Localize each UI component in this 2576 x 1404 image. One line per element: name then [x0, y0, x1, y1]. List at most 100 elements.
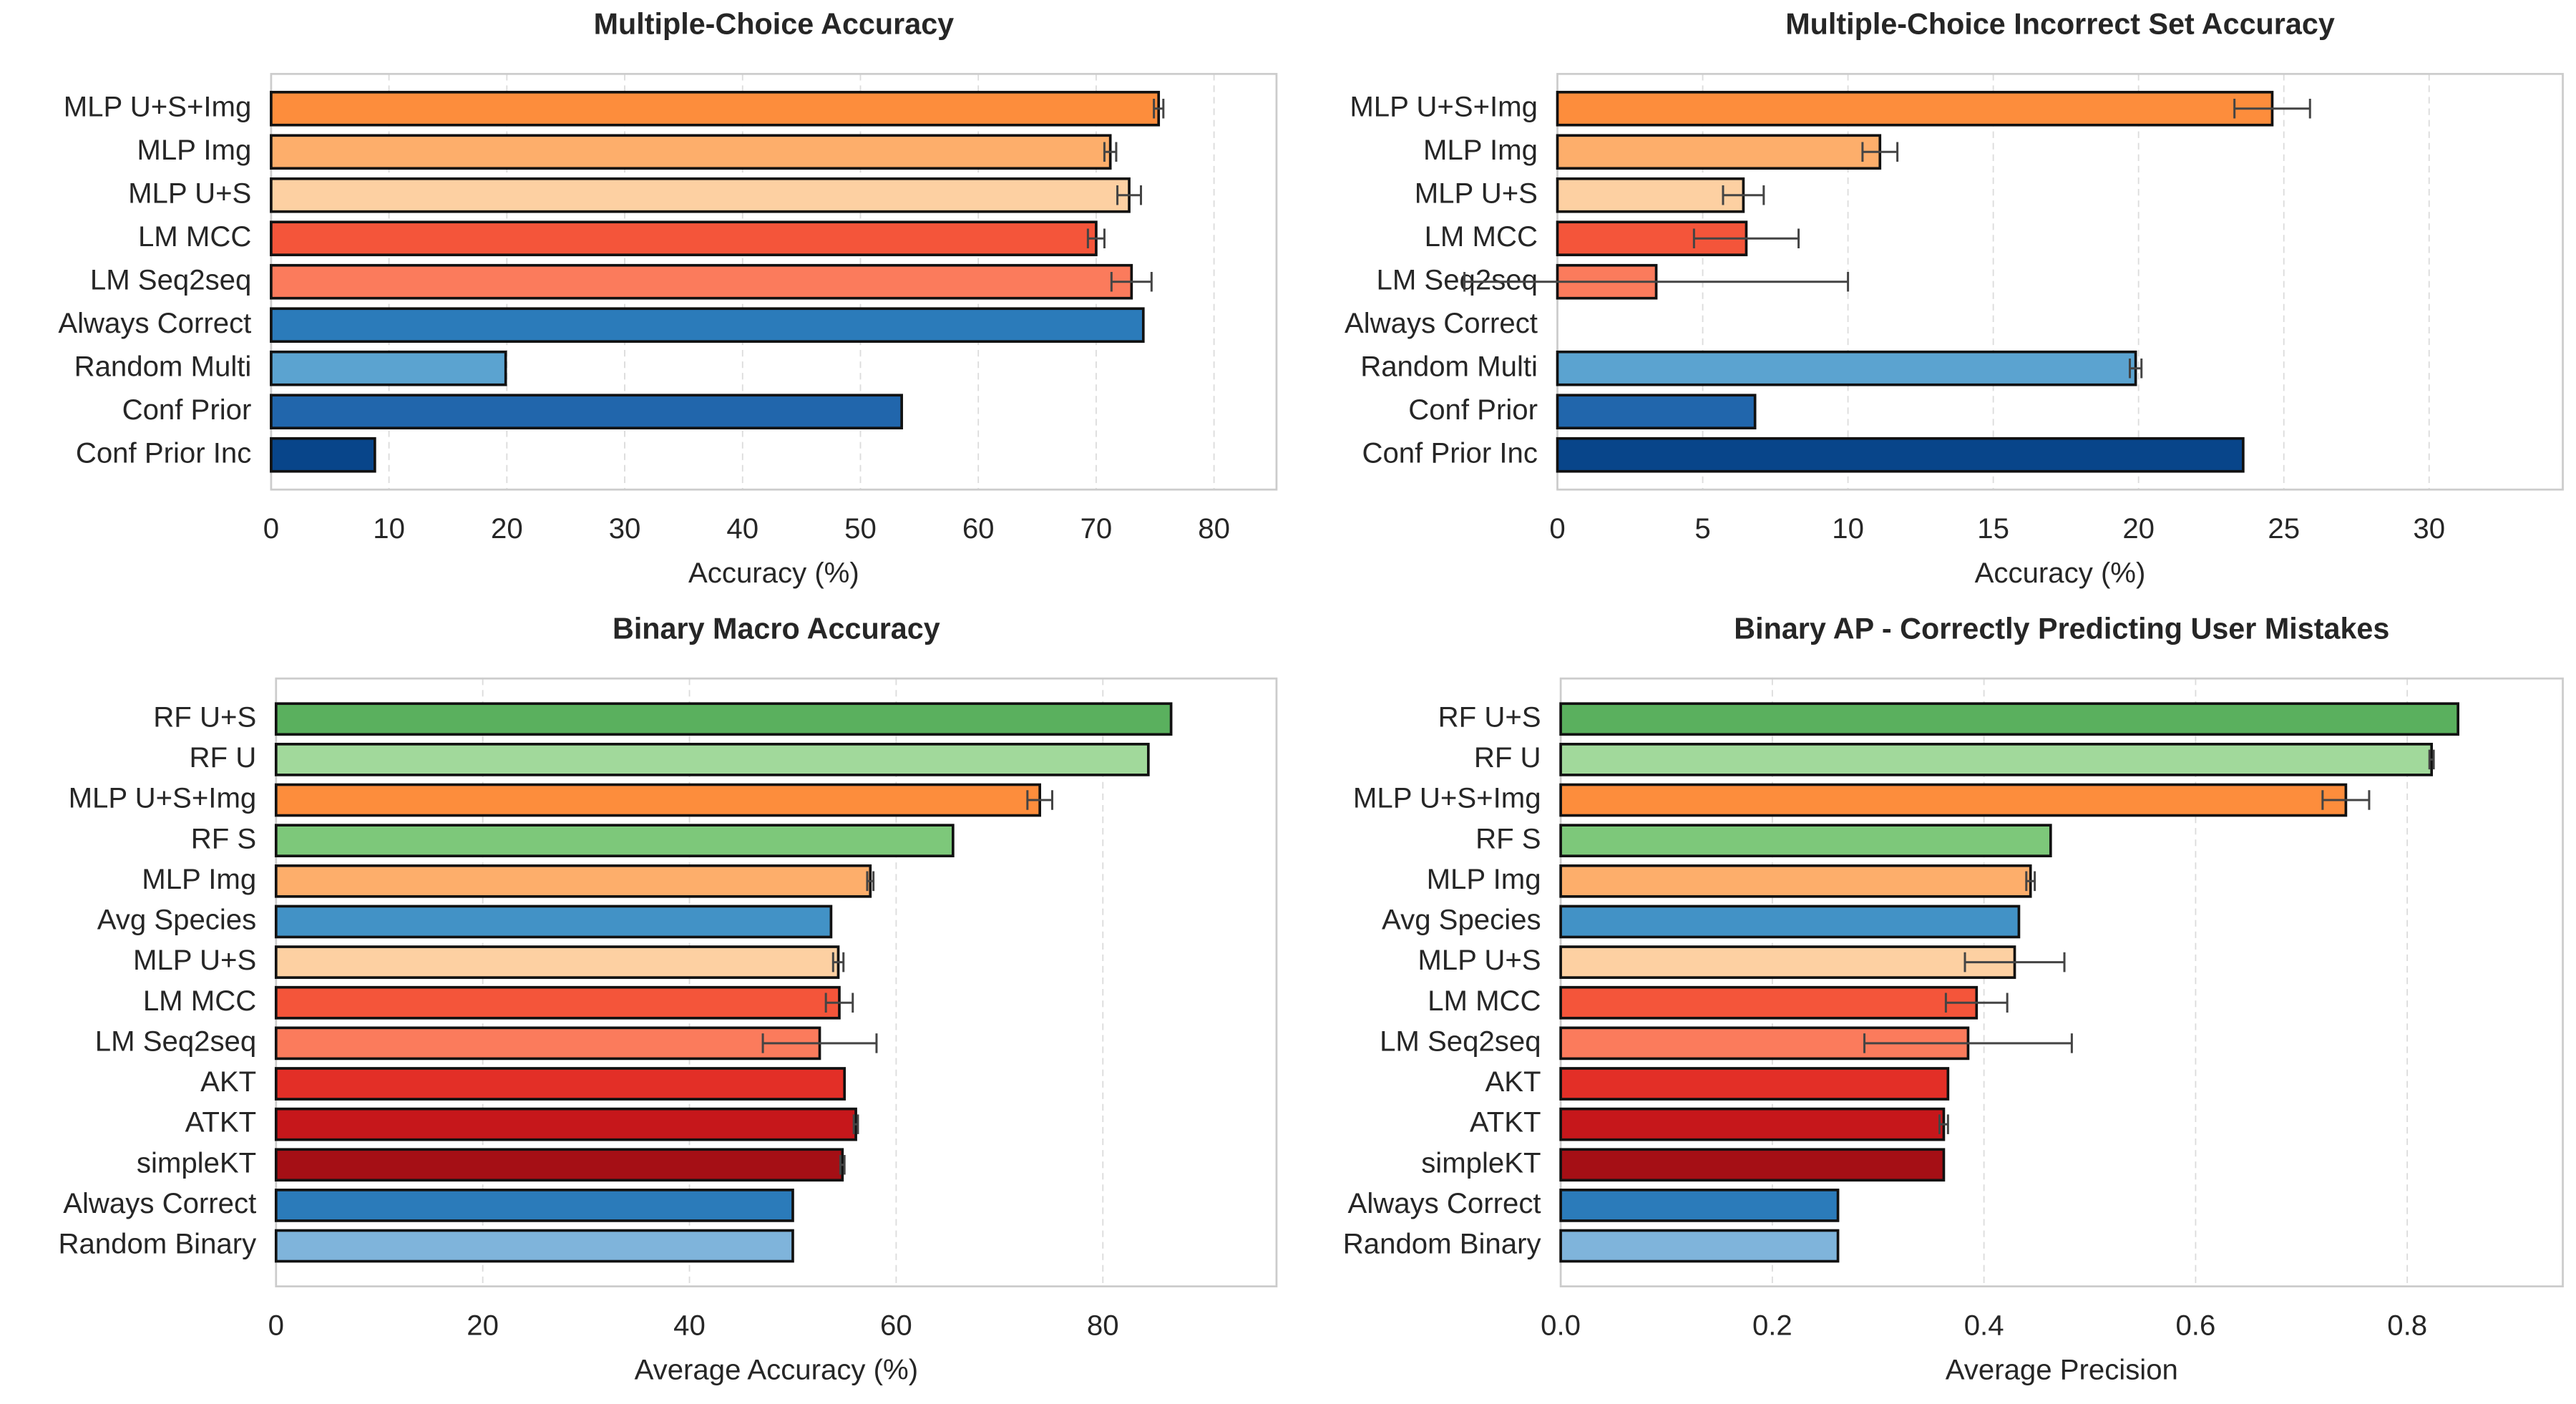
y-tick-label: MLP U+S: [1415, 177, 1538, 209]
bar: [274, 1148, 844, 1182]
error-bar: [1153, 98, 1165, 119]
chart-title: Binary AP - Correctly Predicting User Mi…: [1734, 613, 2389, 645]
x-axis-label: Average Accuracy (%): [635, 1354, 919, 1386]
y-tick-label: MLP U+S+Img: [1350, 90, 1538, 122]
error-bar: [1963, 952, 2066, 972]
y-tick-label: Avg Species: [1382, 904, 1541, 936]
error-bar: [1938, 1114, 1949, 1134]
error-bar: [761, 1033, 878, 1053]
x-tick-label: 80: [1198, 512, 1230, 545]
x-tick-label: 80: [1087, 1310, 1119, 1342]
bar: [1559, 905, 2021, 939]
bar: [270, 263, 1133, 300]
bar: [274, 985, 841, 1020]
plot-frame: [275, 677, 1278, 1287]
x-tick-label: 0.0: [1541, 1310, 1581, 1342]
y-tick-label: simpleKT: [137, 1146, 256, 1179]
bar: [270, 177, 1131, 213]
y-tick-label: MLP U+S: [1418, 944, 1541, 976]
bar: [274, 1067, 847, 1101]
bar: [270, 437, 376, 473]
y-tick-label: LM MCC: [1425, 220, 1538, 253]
y-tick-label: MLP Img: [1427, 863, 1541, 895]
x-tick-label: 20: [491, 512, 523, 545]
x-tick-label: 25: [2268, 512, 2300, 545]
plot-frame: [1559, 677, 2564, 1287]
y-tick-label: MLP Img: [137, 134, 251, 166]
bar: [270, 220, 1098, 257]
y-tick-label: Conf Prior Inc: [76, 437, 252, 469]
bar: [1559, 864, 2032, 898]
y-tick-label: Random Multi: [74, 350, 252, 382]
chart-title: Binary Macro Accuracy: [613, 613, 940, 645]
error-bar: [2321, 790, 2371, 810]
error-bar: [2428, 749, 2435, 770]
y-tick-label: Avg Species: [97, 904, 257, 936]
bar: [274, 864, 872, 898]
bar: [274, 1189, 794, 1222]
x-axis-label: Average Precision: [1946, 1354, 2178, 1386]
y-tick-label: RF S: [1475, 822, 1541, 854]
bar: [1559, 945, 2016, 979]
y-tick-label: LM Seq2seq: [95, 1025, 256, 1057]
y-tick-label: MLP U+S+Img: [69, 782, 257, 814]
y-tick-label: Random Binary: [1343, 1228, 1541, 1260]
bar: [274, 945, 840, 979]
bar: [274, 1026, 821, 1061]
y-tick-label: AKT: [200, 1066, 256, 1098]
bar: [1556, 350, 2137, 386]
bar: [270, 134, 1112, 170]
bar: [1556, 134, 1882, 170]
y-tick-label: Always Correct: [1345, 307, 1538, 339]
error-bar: [866, 871, 875, 892]
error-bar: [1103, 142, 1118, 162]
y-tick-label: ATKT: [185, 1106, 257, 1139]
error-bar: [852, 1114, 859, 1134]
y-tick-label: RF U+S: [153, 701, 256, 733]
x-tick-label: 10: [373, 512, 405, 545]
x-tick-label: 60: [962, 512, 995, 545]
x-tick-label: 0.2: [1752, 1310, 1792, 1342]
y-tick-label: MLP U+S: [128, 177, 251, 209]
x-tick-label: 0.6: [2175, 1310, 2215, 1342]
x-tick-label: 50: [844, 512, 877, 545]
y-tick-label: AKT: [1485, 1066, 1541, 1098]
chart-title: Multiple-Choice Accuracy: [594, 8, 955, 41]
x-tick-label: 0.8: [2387, 1310, 2427, 1342]
x-axis-label: Accuracy (%): [688, 557, 859, 589]
bar: [1559, 985, 1979, 1020]
error-bar: [1463, 271, 1850, 292]
error-bar: [2128, 358, 2143, 379]
y-tick-label: Always Correct: [63, 1187, 256, 1219]
y-tick-label: RF S: [191, 822, 256, 854]
error-bar: [1026, 790, 1053, 810]
y-tick-label: Random Binary: [58, 1228, 256, 1260]
y-tick-label: Conf Prior: [122, 394, 252, 426]
chart-title: Multiple-Choice Incorrect Set Accuracy: [1785, 8, 2335, 41]
x-tick-label: 40: [726, 512, 758, 545]
x-tick-label: 70: [1080, 512, 1113, 545]
y-tick-label: LM Seq2seq: [1376, 263, 1537, 296]
y-tick-label: RF U+S: [1438, 701, 1541, 733]
bar: [270, 307, 1145, 343]
bar: [274, 824, 955, 858]
x-tick-label: 30: [609, 512, 641, 545]
bar: [1559, 1067, 1950, 1101]
y-tick-label: LM MCC: [143, 985, 256, 1017]
bar: [274, 905, 833, 939]
y-tick-label: Conf Prior Inc: [1362, 437, 1538, 469]
y-tick-label: MLP Img: [142, 863, 256, 895]
error-bar: [839, 1154, 846, 1175]
error-bar: [824, 993, 854, 1013]
x-tick-label: 0.4: [1964, 1310, 2004, 1342]
y-tick-label: MLP U+S+Img: [1353, 782, 1541, 814]
y-tick-label: LM Seq2seq: [1380, 1025, 1541, 1057]
x-tick-label: 10: [1832, 512, 1864, 545]
bar: [1559, 1107, 1946, 1141]
error-bar: [1722, 185, 1765, 205]
error-bar: [831, 952, 845, 972]
error-bar: [1863, 1033, 2073, 1053]
y-tick-label: LM MCC: [138, 220, 251, 253]
bar: [1559, 743, 2434, 776]
